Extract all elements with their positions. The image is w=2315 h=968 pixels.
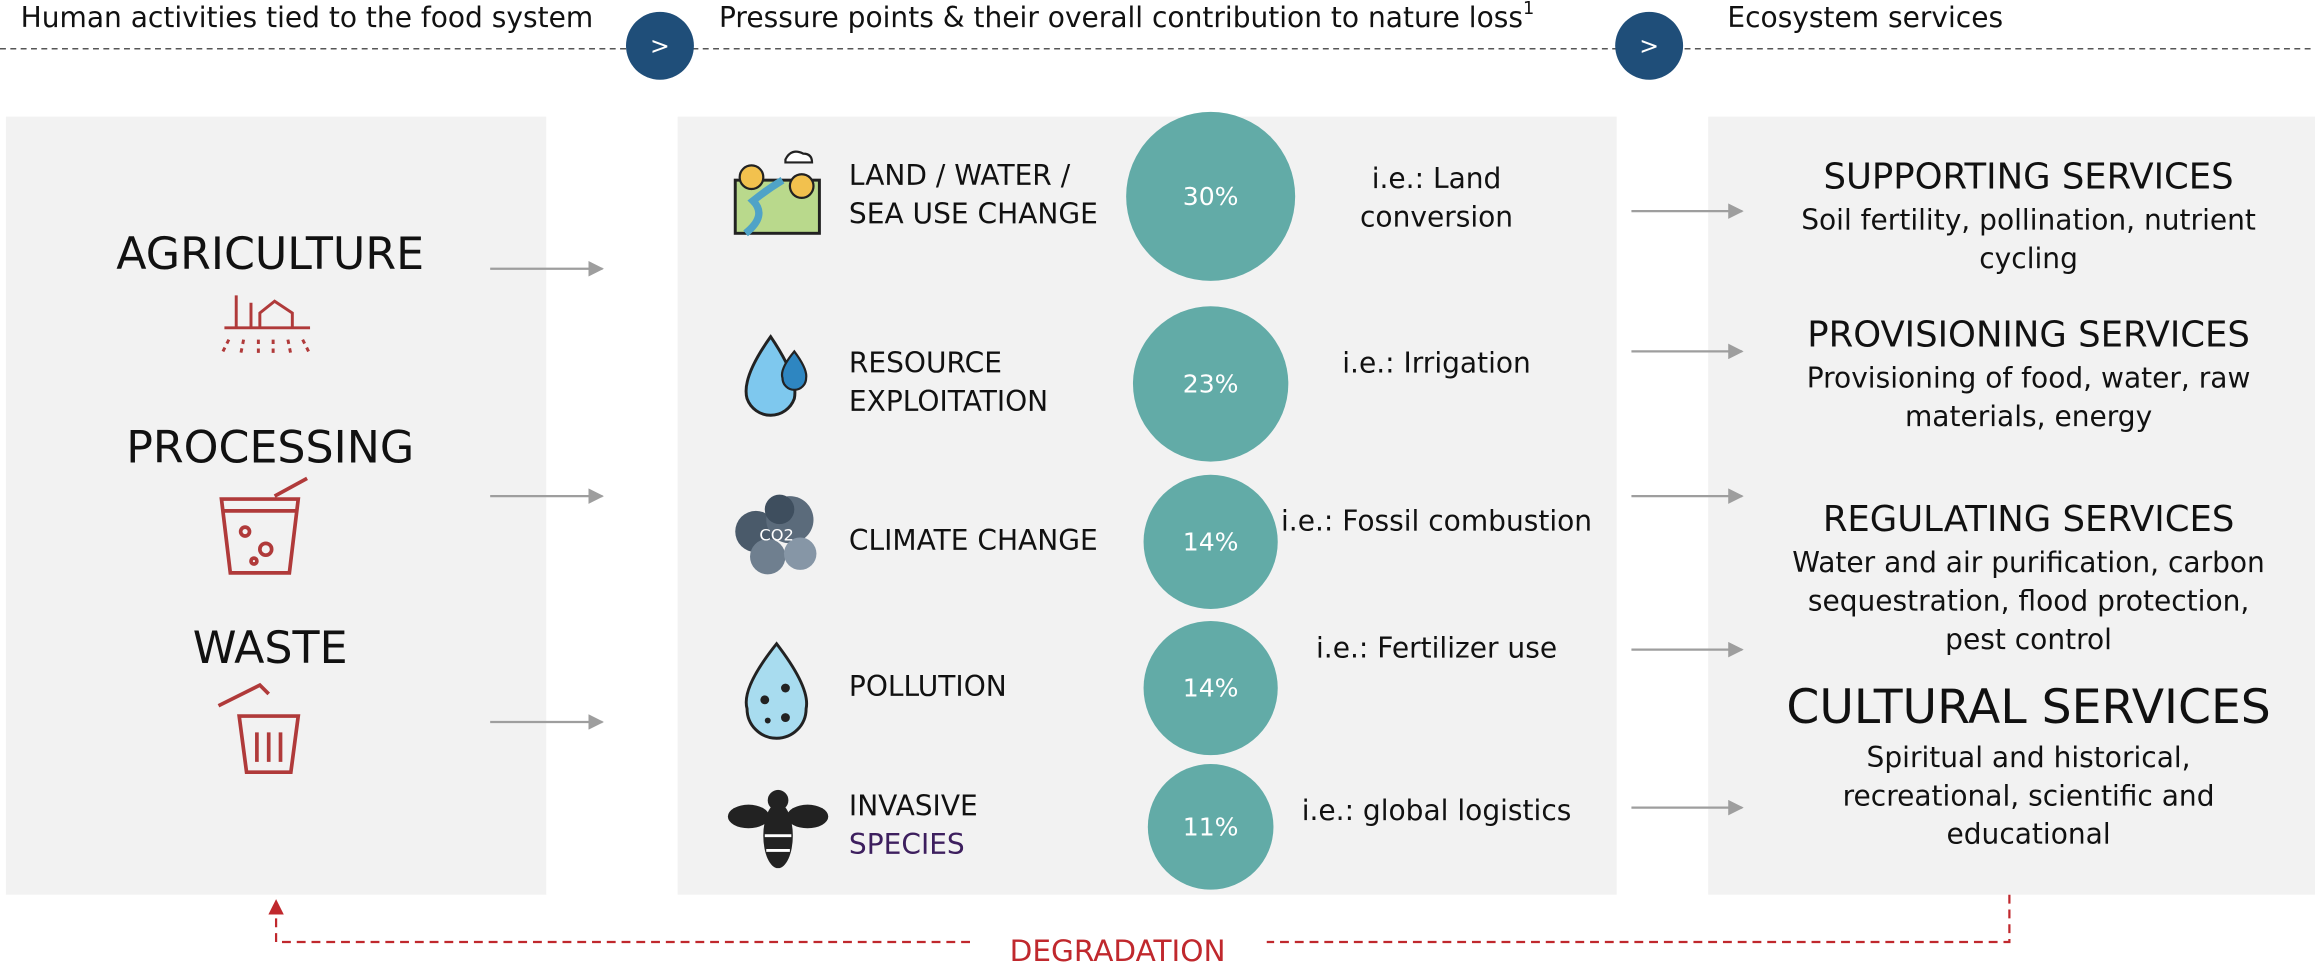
- pressure-example: i.e.: global logistics: [1302, 794, 1572, 827]
- step-marker-label: >: [1639, 32, 1659, 60]
- diagram: Human activities tied to the food system…: [0, 0, 2315, 968]
- service-title: PROVISIONING SERVICES: [1807, 315, 2250, 356]
- service-title: REGULATING SERVICES: [1823, 499, 2235, 540]
- activity-label: AGRICULTURE: [116, 229, 424, 280]
- contribution-label: 14%: [1183, 674, 1239, 703]
- header-title: Human activities tied to the food system: [21, 1, 594, 34]
- pressure-example: i.e.: Land: [1372, 162, 1502, 195]
- header-title: Pressure points & their overall contribu…: [719, 0, 1534, 34]
- pressure-label: LAND / WATER /: [849, 159, 1071, 192]
- feedback-line: [1267, 895, 2010, 942]
- pressure-label: EXPLOITATION: [849, 385, 1048, 418]
- service-title: CULTURAL SERVICES: [1786, 680, 2270, 735]
- feedback-label: DEGRADATION: [1010, 934, 1226, 968]
- service-description: Soil fertility, pollination, nutrient: [1801, 203, 2256, 236]
- page: Human activities tied to the food system…: [0, 0, 2315, 968]
- header-title: Ecosystem services: [1727, 1, 2003, 34]
- service-description: cycling: [1979, 242, 2078, 275]
- activity-label: WASTE: [193, 623, 348, 674]
- activity-label: PROCESSING: [126, 422, 414, 473]
- service-description: Provisioning of food, water, raw: [1807, 361, 2251, 394]
- service-description: educational: [1946, 818, 2110, 851]
- pressure-label: RESOURCE: [849, 347, 1002, 380]
- step-marker-label: >: [650, 32, 670, 60]
- contribution-label: 14%: [1183, 527, 1239, 556]
- feedback-line: [276, 901, 970, 942]
- header-title-text: Pressure points & their overall contribu…: [719, 1, 1523, 34]
- pressure-example: conversion: [1360, 201, 1513, 234]
- pressure-example: i.e.: Irrigation: [1342, 347, 1531, 380]
- contribution-label: 11%: [1183, 812, 1239, 841]
- pressure-label: INVASIVE: [849, 790, 978, 823]
- pressure-label: SPECIES: [849, 828, 965, 861]
- pressure-label: SEA USE CHANGE: [849, 198, 1098, 231]
- contribution-label: 23%: [1183, 369, 1239, 398]
- pressure-example: i.e.: Fossil combustion: [1281, 505, 1592, 538]
- pressure-label: CLIMATE CHANGE: [849, 524, 1098, 557]
- service-description: sequestration, flood protection,: [1808, 584, 2249, 617]
- service-title: SUPPORTING SERVICES: [1823, 157, 2233, 198]
- service-description: recreational, scientific and: [1843, 779, 2215, 812]
- pressure-label: POLLUTION: [849, 670, 1007, 703]
- service-description: pest control: [1945, 623, 2112, 656]
- contribution-label: 30%: [1183, 182, 1239, 211]
- service-description: Water and air purification, carbon: [1792, 546, 2265, 579]
- pressure-example: i.e.: Fertilizer use: [1316, 632, 1557, 665]
- footnote-mark: 1: [1523, 0, 1534, 19]
- service-description: Spiritual and historical,: [1867, 741, 2191, 774]
- service-description: materials, energy: [1905, 400, 2152, 433]
- icon-text: CO2: [759, 525, 793, 544]
